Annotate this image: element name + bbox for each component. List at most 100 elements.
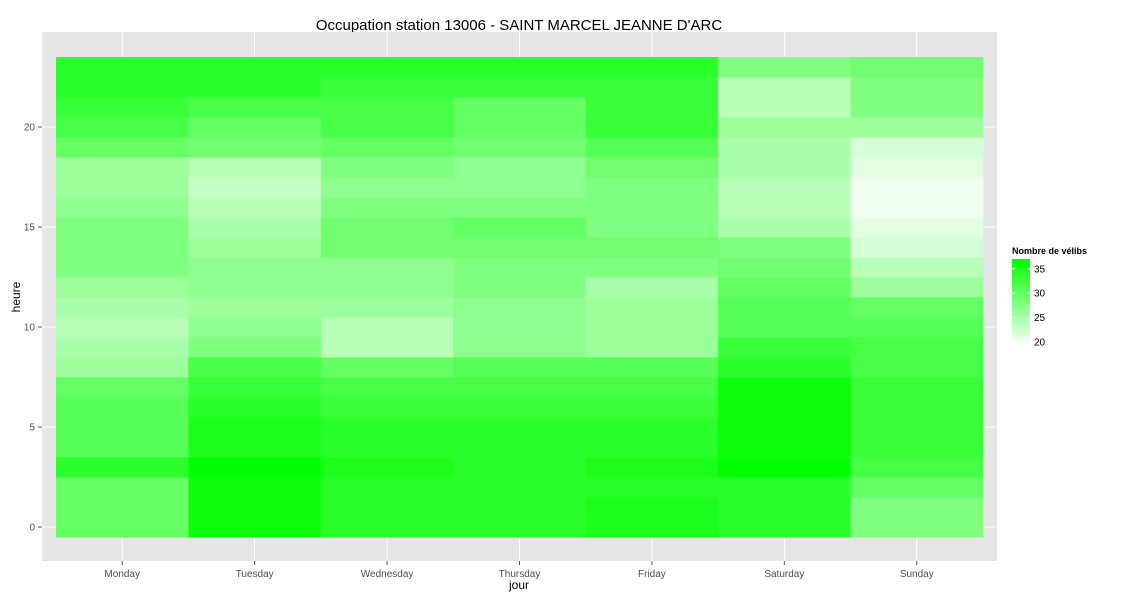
- heatmap-tile: [188, 377, 322, 398]
- heatmap-tile: [453, 317, 587, 338]
- y-axis-title: heure: [9, 281, 23, 312]
- x-tick-label: Friday: [638, 569, 666, 580]
- heatmap-tile: [850, 377, 984, 398]
- heatmap-tile: [850, 437, 984, 458]
- heatmap-tile: [453, 137, 587, 158]
- heatmap-tile: [718, 417, 851, 438]
- heatmap-tile: [585, 477, 719, 498]
- heatmap-tile: [56, 357, 189, 378]
- heatmap-tile: [850, 517, 984, 538]
- heatmap-tile: [585, 397, 719, 418]
- heatmap-tile: [585, 337, 719, 358]
- heatmap-tile: [188, 137, 322, 158]
- heatmap-tile: [453, 297, 587, 318]
- heatmap-tile: [453, 397, 587, 418]
- heatmap-tile: [320, 437, 454, 458]
- heatmap-tile: [718, 157, 851, 178]
- heatmap-tile: [585, 317, 719, 338]
- heatmap-tile: [320, 337, 454, 358]
- heatmap-tile: [718, 197, 851, 218]
- heatmap-tile: [320, 217, 454, 238]
- heatmap-tile: [585, 217, 719, 238]
- heatmap-tile: [453, 237, 587, 258]
- heatmap-tile: [320, 237, 454, 258]
- heatmap-tile: [850, 337, 984, 358]
- heatmap-tile: [718, 357, 851, 378]
- heatmap-tile: [585, 517, 719, 538]
- heatmap-tiles: [56, 57, 984, 538]
- heatmap-tile: [850, 397, 984, 418]
- heatmap-tile: [850, 417, 984, 438]
- heatmap-tile: [453, 57, 587, 78]
- x-tick-label: Monday: [104, 569, 140, 580]
- x-tick-label: Thursday: [499, 569, 541, 580]
- heatmap-tile: [320, 157, 454, 178]
- heatmap-tile: [56, 477, 189, 498]
- heatmap-tile: [453, 417, 587, 438]
- heatmap-tile: [585, 437, 719, 458]
- y-tick-label: 20: [24, 123, 36, 134]
- heatmap-tile: [56, 157, 189, 178]
- heatmap-tile: [56, 217, 189, 238]
- heatmap-tile: [850, 237, 984, 258]
- heatmap-tile: [718, 257, 851, 278]
- heatmap-tile: [56, 117, 189, 138]
- x-axis-title: jour: [508, 578, 529, 592]
- heatmap-tile: [320, 517, 454, 538]
- x-axis: Monday Tuesday Wednesday Thursday Friday Satu…: [104, 561, 934, 580]
- heatmap-tile: [850, 57, 984, 78]
- heatmap-tile: [453, 377, 587, 398]
- heatmap-tile: [56, 497, 189, 518]
- x-tick-label: Sunday: [900, 569, 934, 580]
- heatmap-tile: [320, 477, 454, 498]
- heatmap-tile: [320, 97, 454, 118]
- heatmap-tile: [585, 377, 719, 398]
- heatmap-tile: [850, 217, 984, 238]
- legend-tick-label: 30: [1034, 289, 1046, 300]
- heatmap-tile: [453, 477, 587, 498]
- heatmap-tile: [453, 157, 587, 178]
- heatmap-tile: [320, 417, 454, 438]
- heatmap-tile: [585, 417, 719, 438]
- heatmap-tile: [56, 137, 189, 158]
- heatmap-tile: [188, 277, 322, 298]
- heatmap-tile: [56, 257, 189, 278]
- heatmap-tile: [188, 397, 322, 418]
- heatmap-tile: [718, 97, 851, 118]
- heatmap-tile: [320, 117, 454, 138]
- heatmap-tile: [718, 517, 851, 538]
- heatmap-tile: [56, 57, 189, 78]
- heatmap-tile: [718, 177, 851, 198]
- heatmap-tile: [56, 377, 189, 398]
- heatmap-tile: [453, 77, 587, 98]
- legend-tick-label: 20: [1034, 338, 1046, 349]
- heatmap-tile: [585, 297, 719, 318]
- heatmap-tile: [453, 277, 587, 298]
- heatmap-tile: [56, 397, 189, 418]
- heatmap-tile: [850, 317, 984, 338]
- heatmap-tile: [585, 257, 719, 278]
- heatmap-tile: [320, 197, 454, 218]
- heatmap-tile: [718, 77, 851, 98]
- heatmap-tile: [718, 237, 851, 258]
- heatmap-tile: [585, 177, 719, 198]
- heatmap-tile: [188, 317, 322, 338]
- heatmap-tile: [850, 77, 984, 98]
- heatmap-tile: [56, 417, 189, 438]
- heatmap-tile: [320, 357, 454, 378]
- heatmap-tile: [188, 497, 322, 518]
- heatmap-tile: [188, 357, 322, 378]
- legend-tick-label: 35: [1034, 264, 1046, 275]
- heatmap-tile: [56, 457, 189, 478]
- legend-ticks: 20 25 30 35: [1012, 264, 1046, 349]
- heatmap-tile: [320, 317, 454, 338]
- heatmap-tile: [320, 277, 454, 298]
- heatmap-tile: [188, 457, 322, 478]
- heatmap-tile: [453, 437, 587, 458]
- heatmap-tile: [188, 517, 322, 538]
- heatmap-tile: [585, 237, 719, 258]
- heatmap-tile: [585, 357, 719, 378]
- heatmap-tile: [320, 137, 454, 158]
- heatmap-tile: [718, 57, 851, 78]
